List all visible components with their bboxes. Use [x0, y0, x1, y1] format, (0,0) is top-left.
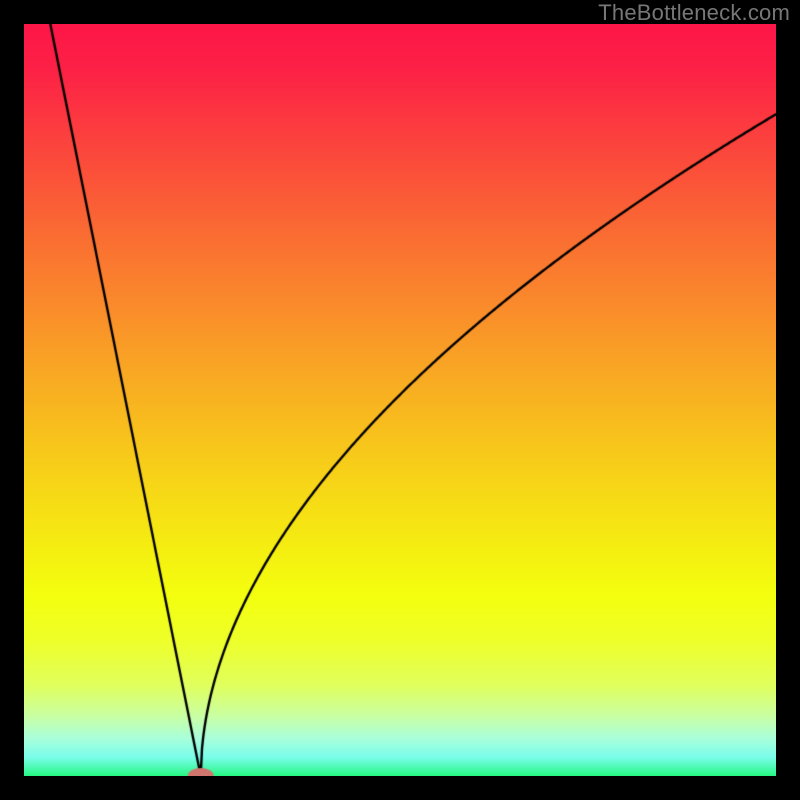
- watermark-text: TheBottleneck.com: [598, 0, 790, 26]
- bottleneck-chart: [24, 24, 776, 776]
- plot-area: [24, 24, 776, 776]
- figure-stage: TheBottleneck.com: [0, 0, 800, 800]
